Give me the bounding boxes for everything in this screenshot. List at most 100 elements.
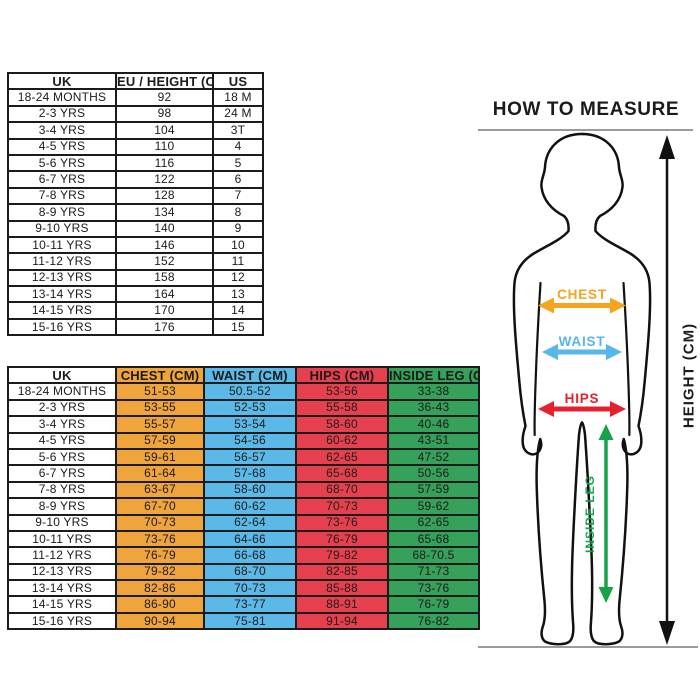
cell-waist: 73-77 [203, 595, 297, 614]
header-chest: CHEST (CM) [115, 365, 205, 385]
left-inner-arm-line [533, 281, 542, 437]
cell-waist: 75-81 [203, 611, 297, 631]
cell-us-size: 18 M [212, 88, 264, 107]
hips-arrowhead-left [538, 401, 554, 417]
height-table-row: 6-7 YRS 122 6 [7, 170, 264, 189]
cell-uk-age: 10-11 YRS [7, 529, 117, 549]
inside-leg-measure-arrow: INSIDE LEG [583, 424, 614, 603]
measure-table-row: 2-3 YRS 53-55 52-53 55-58 36-43 [7, 398, 480, 418]
cell-uk-age: 18-24 MONTHS [7, 88, 117, 107]
cell-chest: 79-82 [115, 562, 205, 582]
cell-inside-leg: 36-43 [387, 398, 480, 418]
cell-uk-age: 5-6 YRS [7, 153, 117, 173]
hips-label: HIPS [565, 391, 600, 406]
measure-table-row: 7-8 YRS 63-67 58-60 68-70 57-59 [7, 480, 480, 500]
cell-eu-height: 170 [115, 301, 214, 320]
measure-table-row: 3-4 YRS 55-57 53-54 58-60 40-46 [7, 415, 480, 434]
measure-table-row: 8-9 YRS 67-70 60-62 70-73 59-62 [7, 497, 480, 516]
height-arrowhead-top [659, 135, 675, 159]
cell-hips: 88-91 [295, 595, 389, 614]
cell-hips: 55-58 [295, 398, 389, 418]
height-table-row: 7-8 YRS 128 7 [7, 186, 264, 206]
cell-waist: 62-64 [203, 513, 297, 532]
cell-eu-height: 164 [115, 285, 214, 304]
cell-waist: 54-56 [203, 431, 297, 450]
cell-waist: 60-62 [203, 497, 297, 516]
header-inside-leg: INSIDE LEG (CM) [387, 365, 480, 385]
cell-inside-leg: 76-82 [387, 611, 480, 631]
measure-table-row: 18-24 MONTHS 51-53 50.5-52 53-56 33-38 [7, 382, 480, 401]
cell-eu-height: 140 [115, 219, 214, 238]
cell-chest: 61-64 [115, 464, 205, 483]
cell-eu-height: 176 [115, 317, 214, 337]
measure-table-row: 13-14 YRS 82-86 70-73 85-88 73-76 [7, 579, 480, 598]
cell-chest: 53-55 [115, 398, 205, 418]
cell-inside-leg: 65-68 [387, 529, 480, 549]
cell-us-size: 9 [212, 219, 264, 238]
cell-uk-age: 2-3 YRS [7, 104, 117, 124]
cell-chest: 63-67 [115, 480, 205, 500]
cell-inside-leg: 62-65 [387, 513, 480, 532]
cell-waist: 50.5-52 [203, 382, 297, 401]
height-table-row: 12-13 YRS 158 12 [7, 268, 264, 288]
header-waist: WAIST (CM) [203, 365, 297, 385]
cell-hips: 82-85 [295, 562, 389, 582]
measure-table-row: 4-5 YRS 57-59 54-56 60-62 43-51 [7, 431, 480, 450]
cell-inside-leg: 71-73 [387, 562, 480, 582]
cell-uk-age: 4-5 YRS [7, 137, 117, 156]
height-table-row: 5-6 YRS 116 5 [7, 153, 264, 173]
measure-table-row: 12-13 YRS 79-82 68-70 82-85 71-73 [7, 562, 480, 582]
cell-eu-height: 152 [115, 252, 214, 271]
hips-arrowhead-right [610, 401, 626, 417]
cell-chest: 57-59 [115, 431, 205, 450]
cell-hips: 76-79 [295, 529, 389, 549]
cell-hips: 73-76 [295, 513, 389, 532]
header-us: US [212, 71, 264, 91]
height-table-row: 18-24 MONTHS 92 18 M [7, 88, 264, 107]
height-table-row: 15-16 YRS 176 15 [7, 317, 264, 337]
cell-eu-height: 98 [115, 104, 214, 124]
cell-us-size: 14 [212, 301, 264, 320]
cell-us-size: 24 M [212, 104, 264, 124]
cell-uk-age: 8-9 YRS [7, 497, 117, 516]
cell-waist: 66-68 [203, 546, 297, 565]
cell-eu-height: 122 [115, 170, 214, 189]
cell-chest: 82-86 [115, 579, 205, 598]
cell-waist: 56-57 [203, 447, 297, 467]
cell-eu-height: 110 [115, 137, 214, 156]
cell-us-size: 3T [212, 121, 264, 140]
cell-hips: 53-56 [295, 382, 389, 401]
right-inner-arm-line [622, 281, 631, 437]
cell-inside-leg: 47-52 [387, 447, 480, 467]
child-body-outline [512, 132, 652, 646]
title-divider-line [478, 129, 693, 131]
cell-us-size: 5 [212, 153, 264, 173]
inside-leg-label: INSIDE LEG [583, 475, 597, 553]
cell-eu-height: 134 [115, 203, 214, 222]
cell-inside-leg: 76-79 [387, 595, 480, 614]
height-table-row: 4-5 YRS 110 4 [7, 137, 264, 156]
height-table-row: 10-11 YRS 146 10 [7, 235, 264, 255]
cell-uk-age: 14-15 YRS [7, 595, 117, 614]
cell-uk-age: 9-10 YRS [7, 219, 117, 238]
height-table-row: 9-10 YRS 140 9 [7, 219, 264, 238]
inside-leg-arrowhead-top [598, 424, 614, 440]
cell-us-size: 7 [212, 186, 264, 206]
measure-table-row: 11-12 YRS 76-79 66-68 79-82 68-70.5 [7, 546, 480, 565]
measure-table-row: 5-6 YRS 59-61 56-57 62-65 47-52 [7, 447, 480, 467]
measure-table-row: 10-11 YRS 73-76 64-66 76-79 65-68 [7, 529, 480, 549]
cell-chest: 67-70 [115, 497, 205, 516]
cell-chest: 76-79 [115, 546, 205, 565]
cell-chest: 90-94 [115, 611, 205, 631]
cell-inside-leg: 40-46 [387, 415, 480, 434]
height-measure-arrow [659, 135, 675, 645]
measure-table-header-row: UK CHEST (CM) WAIST (CM) HIPS (CM) INSID… [7, 365, 480, 385]
cell-inside-leg: 33-38 [387, 382, 480, 401]
cell-uk-age: 2-3 YRS [7, 398, 117, 418]
cell-hips: 65-68 [295, 464, 389, 483]
measure-table-row: 15-16 YRS 90-94 75-81 91-94 76-82 [7, 611, 480, 631]
cell-uk-age: 5-6 YRS [7, 447, 117, 467]
cell-uk-age: 3-4 YRS [7, 415, 117, 434]
cell-inside-leg: 57-59 [387, 480, 480, 500]
waist-label: WAIST [559, 334, 606, 349]
